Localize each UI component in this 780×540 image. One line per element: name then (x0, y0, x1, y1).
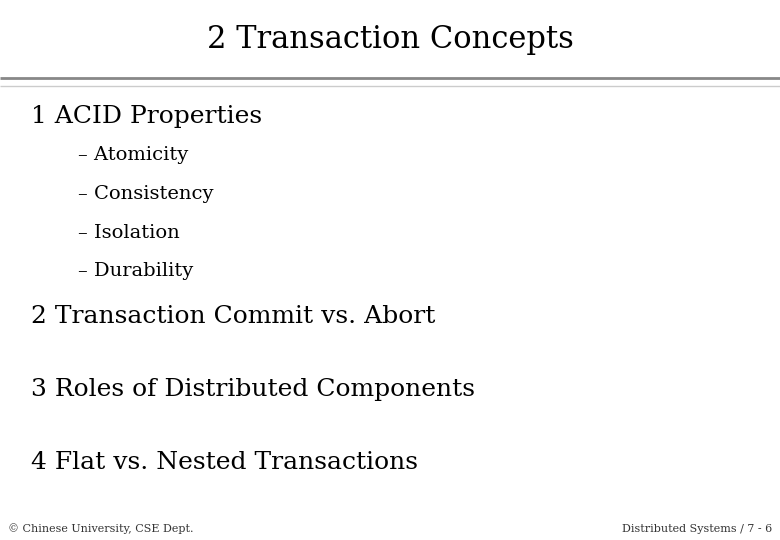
Text: 3 Roles of Distributed Components: 3 Roles of Distributed Components (31, 378, 475, 401)
Text: 2 Transaction Concepts: 2 Transaction Concepts (207, 24, 573, 55)
Text: © Chinese University, CSE Dept.: © Chinese University, CSE Dept. (8, 523, 193, 534)
Text: Distributed Systems / 7 - 6: Distributed Systems / 7 - 6 (622, 523, 772, 534)
Text: – Durability: – Durability (78, 262, 193, 280)
Text: – Isolation: – Isolation (78, 224, 179, 241)
Text: – Consistency: – Consistency (78, 185, 214, 202)
Text: 2 Transaction Commit vs. Abort: 2 Transaction Commit vs. Abort (31, 305, 435, 328)
Text: – Atomicity: – Atomicity (78, 146, 188, 164)
Text: 1 ACID Properties: 1 ACID Properties (31, 105, 262, 129)
Text: 4 Flat vs. Nested Transactions: 4 Flat vs. Nested Transactions (31, 451, 418, 474)
